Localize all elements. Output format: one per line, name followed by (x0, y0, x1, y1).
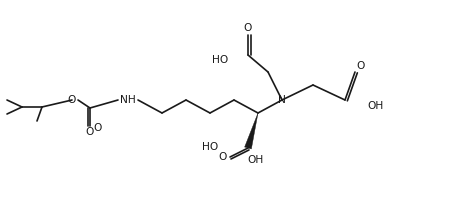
Text: HO: HO (202, 142, 218, 152)
Text: O: O (86, 127, 94, 137)
Text: N: N (278, 95, 286, 105)
Text: HO: HO (212, 55, 228, 65)
Text: OH: OH (248, 155, 264, 165)
Text: NH: NH (120, 95, 136, 105)
Text: O: O (357, 61, 365, 71)
Polygon shape (244, 113, 258, 149)
Text: OH: OH (367, 101, 383, 111)
Text: O: O (219, 152, 227, 162)
Text: O: O (94, 123, 102, 133)
Text: O: O (68, 95, 76, 105)
Text: O: O (244, 23, 252, 33)
